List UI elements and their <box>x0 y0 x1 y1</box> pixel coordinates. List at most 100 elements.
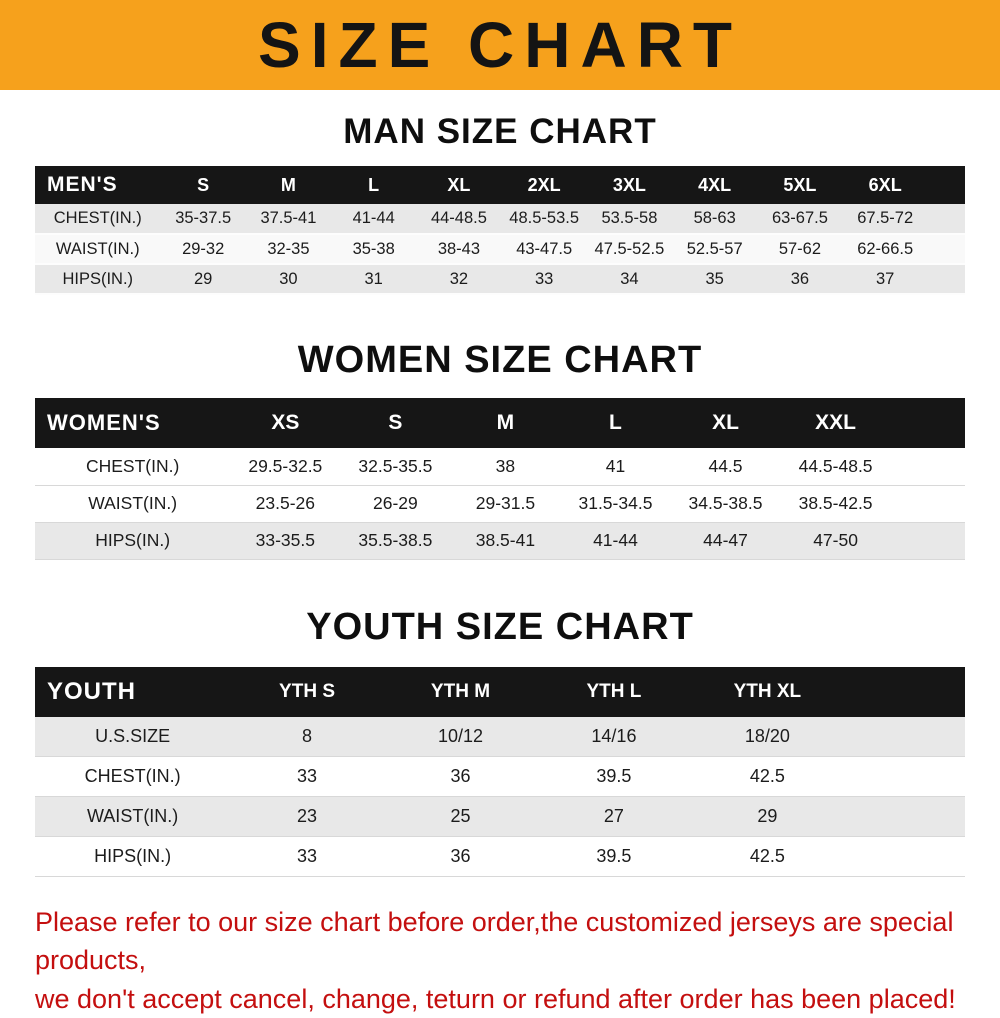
size-column-header: S <box>160 166 246 204</box>
size-value-cell: 39.5 <box>537 756 691 797</box>
size-value-cell: 62-66.5 <box>842 234 928 264</box>
size-value-cell: 44.5 <box>670 448 781 485</box>
measurement-row: HIPS(IN.) 33 36 39.5 42.5 <box>35 836 965 877</box>
measurement-row-label: CHEST(IN.) <box>35 204 161 234</box>
row-spacer <box>890 522 965 559</box>
size-column-header: L <box>331 166 417 204</box>
footer-line-2: we don't accept cancel, change, teturn o… <box>35 983 956 1014</box>
measurement-row-label: WAIST(IN.) <box>35 485 231 522</box>
women-section-heading: WOMEN SIZE CHART <box>297 339 703 381</box>
size-value-cell: 41-44 <box>331 204 417 234</box>
size-value-cell: 38-43 <box>416 234 502 264</box>
measurement-row: U.S.SIZE 8 10/12 14/16 18/20 <box>35 716 965 757</box>
row-spacer <box>844 796 965 837</box>
size-header-row: MEN'S S M L XL 2XL 3XL 4XL 5XL 6XL <box>35 166 965 204</box>
measurement-row-label: CHEST(IN.) <box>35 756 231 797</box>
measurement-row-label: HIPS(IN.) <box>35 836 231 877</box>
size-value-cell: 42.5 <box>690 756 845 797</box>
size-column-header: L <box>560 398 671 448</box>
size-value-cell: 25 <box>383 796 538 837</box>
measurement-row: HIPS(IN.) 33-35.5 35.5-38.5 38.5-41 41-44 44-… <box>35 522 965 559</box>
size-value-cell: 47.5-52.5 <box>586 234 673 264</box>
size-column-header: XL <box>670 398 781 448</box>
size-column-header: 5XL <box>757 166 843 204</box>
size-column-header: YTH S <box>230 666 384 717</box>
size-value-cell: 44.5-48.5 <box>780 448 891 485</box>
size-value-cell: 18/20 <box>690 716 845 757</box>
size-column-header: XXL <box>780 398 891 448</box>
size-value-cell: 29 <box>690 796 845 837</box>
size-value-cell: 57-62 <box>757 234 843 264</box>
measurement-row-label: WAIST(IN.) <box>35 796 231 837</box>
row-spacer <box>844 716 965 757</box>
size-value-cell: 37 <box>842 264 928 294</box>
measurement-row: WAIST(IN.) 23 25 27 29 <box>35 796 965 837</box>
size-value-cell: 29-32 <box>160 234 246 264</box>
footer-line-1: Please refer to our size chart before or… <box>35 907 954 976</box>
measurement-row: CHEST(IN.) 35-37.5 37.5-41 41-44 44-48.5 48.5… <box>35 204 965 234</box>
size-value-cell: 41 <box>560 448 671 485</box>
size-value-cell: 23.5-26 <box>230 485 341 522</box>
size-value-cell: 38 <box>450 448 561 485</box>
size-column-header: XL <box>416 166 502 204</box>
size-value-cell: 26-29 <box>340 485 451 522</box>
youth-size-table: YOUTH YTH S YTH M YTH L YTH XL U.S.SIZE 8 10/12… <box>35 666 965 878</box>
youth-size-section: YOUTH SIZE CHART YOUTH YTH S YTH M YTH L YTH… <box>0 606 1000 878</box>
size-value-cell: 31.5-34.5 <box>560 485 671 522</box>
size-column-header: XS <box>230 398 341 448</box>
size-value-cell: 36 <box>757 264 843 294</box>
measurement-row: WAIST(IN.) 23.5-26 26-29 29-31.5 31.5-34.5 34… <box>35 485 965 522</box>
table-corner-label: MEN'S <box>35 166 161 204</box>
measurement-row-label: WAIST(IN.) <box>35 234 161 264</box>
size-column-header: M <box>245 166 332 204</box>
size-column-header: 4XL <box>672 166 758 204</box>
size-value-cell: 43-47.5 <box>501 234 587 264</box>
size-column-header: YTH M <box>383 666 538 717</box>
measurement-row: CHEST(IN.) 33 36 39.5 42.5 <box>35 756 965 797</box>
size-value-cell: 29-31.5 <box>450 485 561 522</box>
size-value-cell: 34.5-38.5 <box>670 485 781 522</box>
size-value-cell: 41-44 <box>560 522 671 559</box>
table-corner-label: YOUTH <box>35 666 231 717</box>
size-value-cell: 33-35.5 <box>230 522 341 559</box>
size-value-cell: 33 <box>501 264 587 294</box>
header-spacer <box>844 666 965 717</box>
size-value-cell: 32-35 <box>245 234 332 264</box>
size-value-cell: 52.5-57 <box>672 234 758 264</box>
size-value-cell: 35 <box>672 264 758 294</box>
size-column-header: YTH L <box>537 666 691 717</box>
size-value-cell: 32 <box>416 264 502 294</box>
size-column-header: 3XL <box>586 166 673 204</box>
size-value-cell: 58-63 <box>672 204 758 234</box>
size-value-cell: 14/16 <box>537 716 691 757</box>
size-value-cell: 36 <box>383 836 538 877</box>
women-size-section: WOMEN SIZE CHART WOMEN'S XS S M L XL XXL CHEST(… <box>0 339 1000 560</box>
youth-section-heading: YOUTH SIZE CHART <box>306 605 694 648</box>
size-value-cell: 42.5 <box>690 836 845 877</box>
size-value-cell: 8 <box>230 716 384 757</box>
measurement-row: HIPS(IN.) 29 30 31 32 33 34 35 36 37 <box>35 264 965 294</box>
banner-title: SIZE CHART <box>258 9 742 81</box>
measurement-row-label: CHEST(IN.) <box>35 448 231 485</box>
size-value-cell: 35-38 <box>331 234 417 264</box>
measurement-row: WAIST(IN.) 29-32 32-35 35-38 38-43 43-47.5 47.… <box>35 234 965 264</box>
man-section-heading: MAN SIZE CHART <box>343 112 657 151</box>
size-header-row: YOUTH YTH S YTH M YTH L YTH XL <box>35 666 965 717</box>
size-column-header: M <box>450 398 561 448</box>
size-value-cell: 37.5-41 <box>245 204 332 234</box>
size-value-cell: 29.5-32.5 <box>230 448 341 485</box>
size-value-cell: 30 <box>245 264 332 294</box>
size-value-cell: 34 <box>586 264 673 294</box>
row-spacer <box>890 485 965 522</box>
man-size-section: MAN SIZE CHART MEN'S S M L XL 2XL 3XL 4XL 5XL 6XL… <box>0 112 1000 295</box>
row-spacer <box>927 204 965 234</box>
size-value-cell: 44-48.5 <box>416 204 502 234</box>
size-value-cell: 67.5-72 <box>842 204 928 234</box>
size-value-cell: 29 <box>160 264 246 294</box>
size-column-header: S <box>340 398 451 448</box>
men-size-table: MEN'S S M L XL 2XL 3XL 4XL 5XL 6XL CHEST(IN.) 35-37… <box>35 166 965 295</box>
header-spacer <box>890 398 965 448</box>
size-value-cell: 38.5-41 <box>450 522 561 559</box>
measurement-row-label: HIPS(IN.) <box>35 264 161 294</box>
row-spacer <box>844 756 965 797</box>
